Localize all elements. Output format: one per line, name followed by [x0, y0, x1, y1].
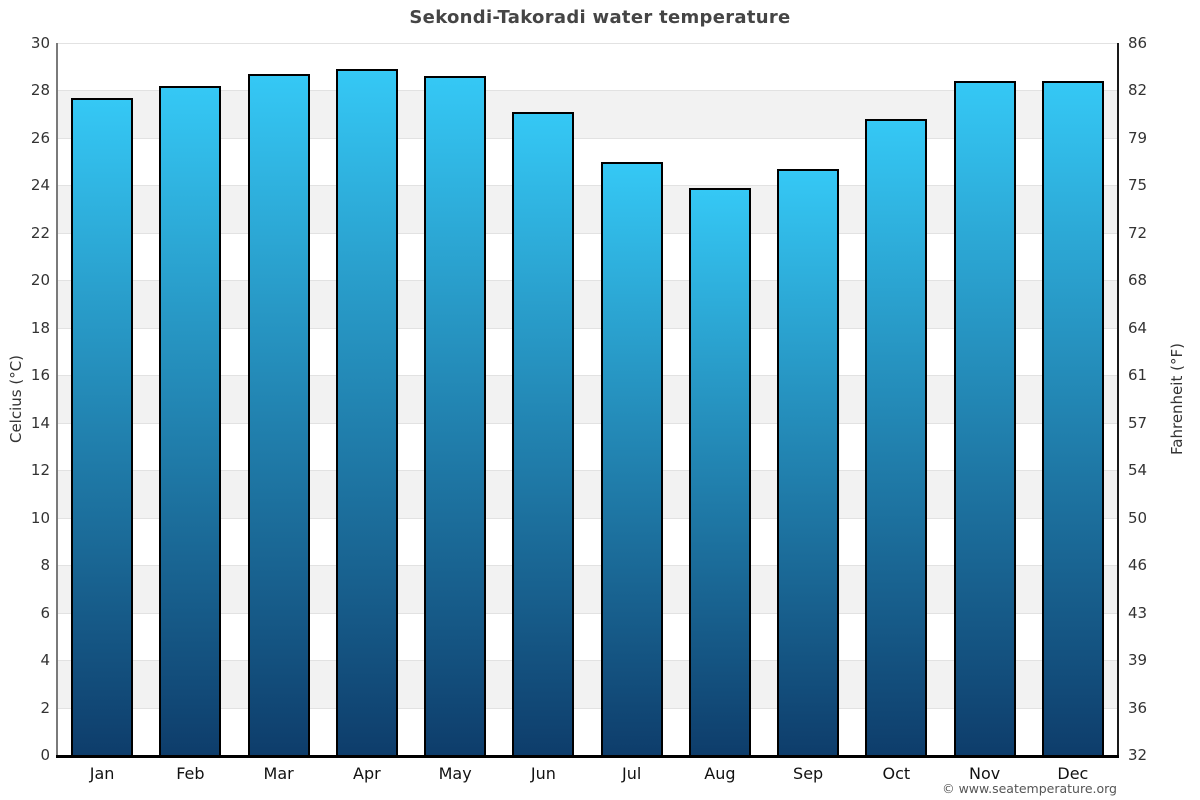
gridline — [58, 43, 1117, 44]
celsius-tick-label: 14 — [30, 413, 50, 432]
plot-band-gray — [58, 565, 1117, 613]
month-label-feb: Feb — [176, 764, 205, 783]
celsius-tick-label: 0 — [40, 746, 50, 764]
plot-band-white — [58, 327, 1117, 376]
right-axis-line — [1117, 43, 1119, 755]
gridline — [58, 90, 1117, 92]
fahrenheit-tick-label: 72 — [1128, 223, 1148, 242]
fahrenheit-tick-label: 39 — [1128, 651, 1148, 670]
month-label-sep: Sep — [793, 764, 824, 783]
plot-band-white — [58, 707, 1117, 755]
bottom-axis-line — [56, 755, 1119, 758]
fahrenheit-tick-label: 50 — [1128, 508, 1148, 527]
gridline — [58, 327, 1117, 329]
bar-sep — [777, 168, 840, 755]
gridline — [58, 707, 1117, 709]
bar-may — [424, 76, 487, 755]
plot-band-gray — [58, 280, 1117, 328]
gridline — [58, 137, 1117, 139]
month-label-nov: Nov — [969, 764, 1001, 783]
fahrenheit-tick-label: 79 — [1128, 128, 1148, 147]
bar-jun — [512, 111, 575, 755]
fahrenheit-tick-label: 32 — [1128, 746, 1148, 764]
gridline — [58, 422, 1117, 424]
month-label-apr: Apr — [353, 764, 381, 783]
gridline — [58, 660, 1117, 662]
month-label-oct: Oct — [882, 764, 911, 783]
month-label-aug: Aug — [704, 764, 736, 783]
celsius-tick-label: 26 — [30, 128, 50, 147]
gridline — [58, 565, 1117, 567]
bar-feb — [159, 85, 222, 755]
celsius-tick-label: 30 — [30, 34, 50, 52]
celsius-tick-label: 6 — [40, 603, 50, 622]
fahrenheit-tick-label: 54 — [1128, 461, 1148, 480]
plot-band-white — [58, 422, 1117, 471]
celsius-tick-label: 2 — [40, 698, 50, 717]
plot-band-white — [58, 43, 1117, 91]
fahrenheit-tick-label: 43 — [1128, 603, 1148, 622]
gridline — [58, 375, 1117, 377]
celsius-tick-label: 18 — [30, 318, 50, 337]
celsius-tick-label: 8 — [40, 556, 50, 575]
plot-band-white — [58, 232, 1117, 281]
bar-jul — [600, 161, 663, 755]
plot-band-gray — [58, 185, 1117, 233]
bar-nov — [953, 80, 1016, 755]
fahrenheit-axis-title: Fahrenheit (°F) — [1168, 343, 1186, 455]
fahrenheit-tick-label: 36 — [1128, 698, 1148, 717]
fahrenheit-tick-label: 75 — [1128, 176, 1148, 195]
plot-band-white — [58, 612, 1117, 661]
chart-title: Sekondi-Takoradi water temperature — [409, 7, 791, 28]
celsius-tick-label: 4 — [40, 651, 50, 670]
gridline — [58, 232, 1117, 234]
celsius-tick-label: 20 — [30, 271, 50, 290]
bar-aug — [688, 187, 751, 755]
bar-dec — [1041, 80, 1104, 755]
plot-band-gray — [58, 375, 1117, 423]
month-label-mar: Mar — [263, 764, 294, 783]
plot-band-gray — [58, 470, 1117, 518]
gridline — [58, 612, 1117, 614]
celsius-tick-label: 10 — [30, 508, 50, 527]
fahrenheit-tick-label: 64 — [1128, 318, 1148, 337]
fahrenheit-tick-label: 57 — [1128, 413, 1148, 432]
celsius-tick-label: 28 — [30, 81, 50, 100]
gridline — [58, 470, 1117, 472]
gridline — [58, 517, 1117, 519]
celsius-tick-label: 16 — [30, 366, 50, 385]
plot-band-gray — [58, 90, 1117, 138]
bar-apr — [335, 69, 398, 755]
month-label-jan: Jan — [89, 764, 115, 783]
left-axis-line — [56, 43, 58, 755]
celsius-tick-label: 22 — [30, 223, 50, 242]
month-label-jul: Jul — [621, 764, 642, 783]
fahrenheit-tick-label: 82 — [1128, 81, 1148, 100]
month-label-may: May — [438, 764, 472, 783]
plot-band-gray — [58, 660, 1117, 708]
fahrenheit-tick-label: 61 — [1128, 366, 1148, 385]
celsius-tick-label: 12 — [30, 461, 50, 480]
plot-band-white — [58, 517, 1117, 566]
fahrenheit-tick-label: 46 — [1128, 556, 1148, 575]
gridline — [58, 185, 1117, 187]
bar-oct — [865, 118, 928, 755]
plot-band-white — [58, 137, 1117, 186]
celsius-axis-title: Celcius (°C) — [7, 354, 25, 444]
copyright-text: © www.seatemperature.org — [942, 781, 1117, 796]
bar-jan — [71, 97, 134, 755]
bar-mar — [247, 73, 310, 755]
gridline — [58, 280, 1117, 282]
fahrenheit-tick-label: 86 — [1128, 34, 1148, 52]
month-label-jun: Jun — [530, 764, 556, 783]
celsius-tick-label: 24 — [30, 176, 50, 195]
fahrenheit-tick-label: 68 — [1128, 271, 1148, 290]
month-label-dec: Dec — [1057, 764, 1089, 783]
